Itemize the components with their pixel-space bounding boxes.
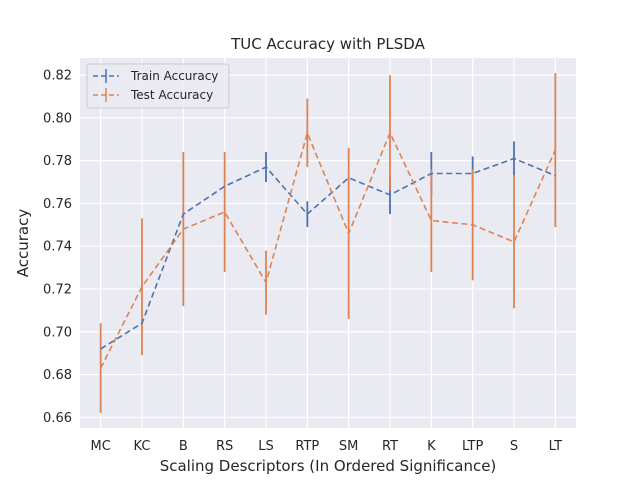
x-tick-label: LS	[258, 439, 274, 454]
x-axis-label: Scaling Descriptors (In Ordered Signific…	[160, 457, 497, 475]
legend-label-train: Train Accuracy	[130, 69, 218, 83]
x-tick-label: LTP	[462, 439, 483, 454]
y-axis-label: Accuracy	[14, 209, 32, 278]
series-lines	[99, 130, 557, 369]
legend-box	[86, 63, 230, 109]
x-tick-label: KC	[134, 439, 151, 454]
x-tick-label: LT	[549, 439, 562, 454]
x-tick-label: MC	[91, 439, 111, 454]
x-tick-label: RTP	[295, 439, 319, 454]
y-tick-label: 0.76	[43, 197, 72, 212]
series-line-train	[100, 157, 556, 350]
legend-entry-test: Test Accuracy	[93, 88, 213, 102]
y-tick-label: 0.82	[43, 69, 72, 84]
x-tick-label: B	[179, 439, 188, 454]
x-tick-label: K	[427, 439, 436, 454]
legend: Train Accuracy Test Accuracy	[86, 63, 230, 109]
y-tick-label: 0.74	[43, 240, 72, 255]
y-tick-label: 0.68	[43, 368, 72, 383]
legend-label-test: Test Accuracy	[130, 88, 213, 102]
tick-labels: 0.66 0.68 0.70 0.72 0.74 0.76 0.78 0.80 0.82 MC KC…	[43, 69, 562, 454]
y-tick-label: 0.72	[43, 282, 72, 297]
x-tick-label: S	[510, 439, 518, 454]
y-tick-label: 0.66	[43, 411, 72, 426]
x-tick-label: RS	[216, 439, 233, 454]
y-tick-label: 0.78	[43, 154, 72, 169]
x-tick-label: RT	[382, 439, 398, 454]
chart-title: TUC Accuracy with PLSDA	[230, 35, 425, 53]
y-tick-label: 0.80	[43, 111, 72, 126]
plot-area	[80, 58, 576, 428]
series-line-test	[99, 130, 557, 369]
x-tick-label: SM	[339, 439, 358, 454]
y-tick-label: 0.70	[43, 325, 72, 340]
legend-entry-train: Train Accuracy	[93, 69, 218, 83]
